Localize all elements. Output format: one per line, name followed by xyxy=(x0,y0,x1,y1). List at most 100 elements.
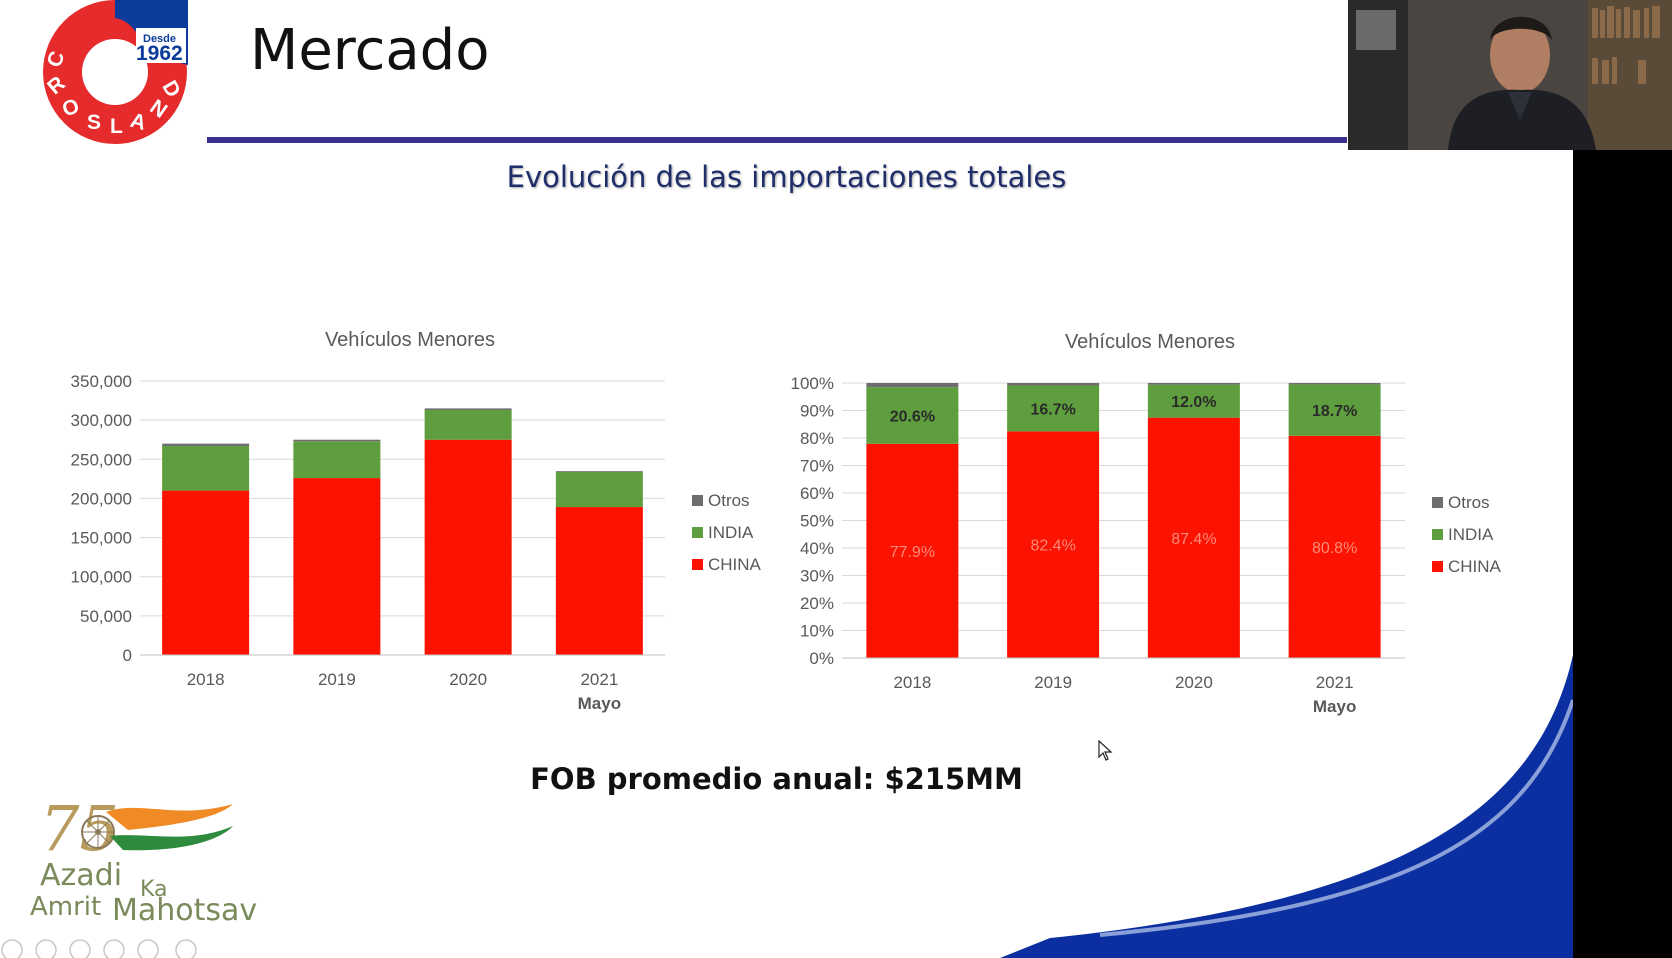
mahotsav-word: Mahotsav xyxy=(112,893,257,928)
y-tick-label: 0 xyxy=(123,646,132,665)
y-tick-label: 50% xyxy=(800,512,834,531)
x-tick-label: 2020 xyxy=(1175,673,1213,692)
data-label: 82.4% xyxy=(1030,538,1075,555)
fob-average-text: FOB promedio anual: $215MM xyxy=(530,762,1023,796)
azadi-ka-amrit-mahotsav-logo: 75 Azadi Ka Amrit Mahotsav xyxy=(28,790,288,945)
y-tick-label: 50,000 xyxy=(80,607,132,626)
previous-slide-icon[interactable] xyxy=(1,939,23,958)
x-tick-label: 2018 xyxy=(893,673,931,692)
data-label: 80.8% xyxy=(1312,540,1357,557)
x-tick-label: 2018 xyxy=(187,670,225,689)
y-tick-label: 250,000 xyxy=(71,450,132,469)
bar-china xyxy=(866,443,959,658)
y-tick-label: 90% xyxy=(800,402,834,421)
bar-otros xyxy=(555,471,643,472)
legend-swatch xyxy=(692,495,703,506)
bar-otros xyxy=(1007,383,1100,386)
legend-label: Otros xyxy=(708,491,750,510)
y-tick-label: 100,000 xyxy=(71,568,132,587)
bar-india xyxy=(1147,384,1240,418)
bar-india xyxy=(1288,384,1381,436)
y-tick-label: 60% xyxy=(800,484,834,503)
svg-text:L: L xyxy=(110,115,123,138)
x-tick-sublabel: Mayo xyxy=(578,694,621,713)
volume-stacked-bar-chart: Vehículos Menores 0 50,000 100,000 150,000 20… xyxy=(71,330,762,713)
svg-text:O: O xyxy=(59,94,82,121)
bar-china xyxy=(293,478,381,655)
crosland-logo: Desde 1962 C R O S L A N D xyxy=(38,0,193,145)
bar-india xyxy=(424,409,512,440)
slide-title: Mercado xyxy=(250,18,490,83)
presentation-toolbar xyxy=(0,938,210,958)
mouse-cursor-icon xyxy=(1098,740,1113,761)
legend-label: INDIA xyxy=(1448,525,1494,544)
bar-otros xyxy=(1147,383,1240,385)
amrit-word: Amrit xyxy=(30,892,101,922)
data-label: 20.6% xyxy=(890,408,935,425)
data-label: 77.9% xyxy=(890,544,935,561)
bar-india xyxy=(1007,385,1100,432)
x-tick-sublabel: Mayo xyxy=(1313,697,1356,716)
bar-india xyxy=(555,471,643,508)
slide: Desde 1962 C R O S L A N D Mercado Evolu… xyxy=(0,0,1573,958)
share-stacked-bar-chart: Vehículos Menores 0% 10% 20% 30% 40% 50% 60% 70%… xyxy=(791,332,1502,716)
bar-china xyxy=(424,439,512,655)
y-tick-label: 200,000 xyxy=(71,489,132,508)
bar-china xyxy=(555,507,643,655)
bar-otros xyxy=(424,408,512,410)
legend-label: Otros xyxy=(1448,493,1490,512)
bar-india xyxy=(293,441,381,479)
svg-text:C: C xyxy=(43,48,70,70)
legend-label: INDIA xyxy=(708,523,754,542)
azadi-word: Azadi xyxy=(40,858,122,893)
legend-swatch xyxy=(1432,529,1443,540)
slide-subtitle: Evolución de las importaciones totales xyxy=(506,160,1067,194)
y-tick-label: 300,000 xyxy=(71,411,132,430)
svg-text:1962: 1962 xyxy=(136,42,183,65)
y-tick-label: 30% xyxy=(800,567,834,586)
zoom-icon[interactable] xyxy=(137,939,159,958)
svg-text:Desde: Desde xyxy=(143,33,176,45)
svg-text:75: 75 xyxy=(40,792,119,865)
y-tick-label: 20% xyxy=(800,594,834,613)
data-label: 12.0% xyxy=(1171,394,1216,411)
y-tick-label: 150,000 xyxy=(71,529,132,548)
bar-otros xyxy=(293,439,381,442)
data-label: 87.4% xyxy=(1171,531,1216,548)
legend-swatch xyxy=(692,559,703,570)
legend-swatch xyxy=(692,527,703,538)
ka-word: Ka xyxy=(140,877,168,902)
y-tick-label: 70% xyxy=(800,457,834,476)
chart-title: Vehículos Menores xyxy=(1065,332,1235,353)
y-tick-label: 80% xyxy=(800,429,834,448)
bar-china xyxy=(1007,431,1100,658)
data-label: 18.7% xyxy=(1312,403,1357,420)
x-tick-label: 2021 xyxy=(580,670,618,689)
data-label: 16.7% xyxy=(1030,401,1075,418)
bar-china xyxy=(162,490,250,655)
legend-label: CHINA xyxy=(708,555,762,574)
x-tick-label: 2021 xyxy=(1316,673,1354,692)
legend-swatch xyxy=(1432,497,1443,508)
bar-otros xyxy=(866,383,959,388)
svg-text:A: A xyxy=(128,109,149,135)
slides-grid-icon[interactable] xyxy=(103,939,125,958)
more-options-icon[interactable] xyxy=(175,939,197,958)
svg-text:S: S xyxy=(87,111,101,134)
legend-swatch xyxy=(1432,561,1443,572)
bar-india xyxy=(866,387,959,444)
blue-swoosh-decoration xyxy=(1000,655,1573,958)
presenter-webcam-feed xyxy=(1348,0,1672,150)
x-tick-label: 2019 xyxy=(1034,673,1072,692)
pen-icon[interactable] xyxy=(69,939,91,958)
chart-title: Vehículos Menores xyxy=(325,330,495,351)
x-tick-label: 2019 xyxy=(318,670,356,689)
legend-label: CHINA xyxy=(1448,557,1502,576)
y-tick-label: 350,000 xyxy=(71,372,132,391)
next-slide-icon[interactable] xyxy=(35,939,57,958)
title-rule xyxy=(207,137,1347,143)
y-tick-label: 40% xyxy=(800,539,834,558)
y-tick-label: 0% xyxy=(809,649,834,668)
bar-china xyxy=(1147,417,1240,658)
y-tick-label: 100% xyxy=(791,374,834,393)
